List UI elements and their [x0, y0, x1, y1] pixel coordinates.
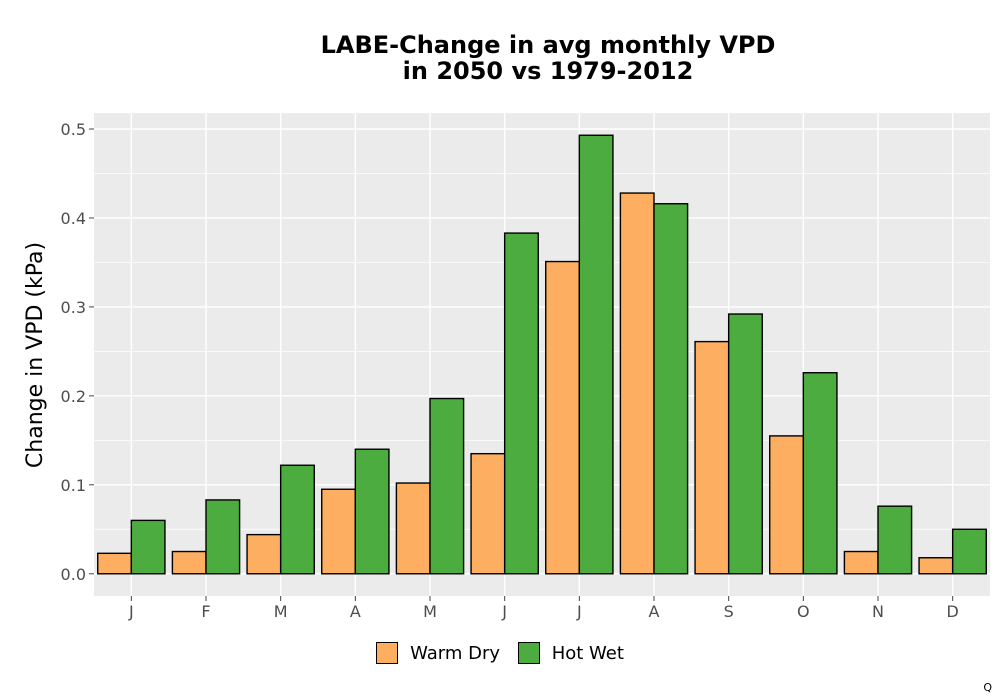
y-tick-label: 0.5: [61, 120, 86, 139]
x-tick-label: F: [201, 602, 210, 621]
chart-title-line1: LABE-Change in avg monthly VPD: [320, 31, 776, 59]
bar-hot-wet: [578, 134, 614, 575]
bar-hot-wet: [130, 519, 166, 575]
x-tick-label: D: [947, 602, 959, 621]
bar-warm-dry: [171, 550, 207, 575]
bar-warm-dry: [97, 552, 133, 575]
chart-title-line2: in 2050 vs 1979-2012: [402, 57, 694, 85]
bar-warm-dry: [769, 435, 805, 575]
legend-swatch-hot-wet: [517, 642, 540, 664]
bar-warm-dry: [619, 192, 655, 575]
bar-hot-wet: [877, 505, 913, 575]
grid-minor: [94, 173, 990, 530]
bar-warm-dry: [918, 557, 954, 575]
chart-title: LABE-Change in avg monthly VPD in 2050 v…: [90, 32, 1000, 84]
legend: Warm Dry Hot Wet: [0, 642, 1000, 669]
y-axis-label: Change in VPD (kPa): [23, 242, 48, 468]
x-tick-label: N: [872, 602, 884, 621]
bar-hot-wet: [279, 464, 315, 575]
legend-item-warm-dry: Warm Dry: [376, 642, 500, 664]
bars: [97, 134, 987, 575]
bar-hot-wet: [653, 203, 689, 575]
corner-mark: Q: [983, 681, 992, 694]
legend-label-hot-wet: Hot Wet: [551, 642, 624, 664]
x-tick-label: S: [724, 602, 734, 621]
bar-warm-dry: [694, 340, 730, 575]
bar-hot-wet: [429, 397, 465, 575]
legend-label-warm-dry: Warm Dry: [410, 642, 500, 664]
bar-hot-wet: [951, 528, 987, 575]
x-tick-label: J: [576, 602, 582, 621]
y-tick-label: 0.1: [61, 476, 86, 495]
bar-warm-dry: [545, 260, 581, 575]
y-axis: 0.0 0.1 0.2 0.3 0.4 0.5: [61, 120, 94, 584]
y-tick-label: 0.2: [61, 387, 86, 406]
x-tick-label: J: [501, 602, 507, 621]
bar-hot-wet: [727, 313, 763, 575]
bar-warm-dry: [395, 482, 431, 575]
bar-warm-dry: [321, 488, 357, 575]
bar-warm-dry: [470, 452, 506, 575]
x-tick-label: M: [274, 602, 288, 621]
y-tick-label: 0.0: [61, 565, 86, 584]
y-tick-label: 0.3: [61, 298, 86, 317]
plot-panel: [94, 113, 990, 596]
x-tick-label: A: [649, 602, 660, 621]
bar-hot-wet: [503, 232, 539, 575]
x-tick-label: O: [797, 602, 810, 621]
bar-hot-wet: [354, 448, 390, 575]
x-tick-label: J: [128, 602, 134, 621]
legend-swatch-warm-dry: [376, 642, 399, 664]
bar-hot-wet: [802, 372, 838, 575]
legend-item-hot-wet: Hot Wet: [517, 642, 624, 664]
bar-hot-wet: [205, 499, 241, 575]
x-tick-label: A: [350, 602, 361, 621]
bar-warm-dry: [246, 533, 282, 575]
y-tick-label: 0.4: [61, 209, 86, 228]
bar-warm-dry: [843, 550, 879, 575]
x-tick-label: M: [423, 602, 437, 621]
